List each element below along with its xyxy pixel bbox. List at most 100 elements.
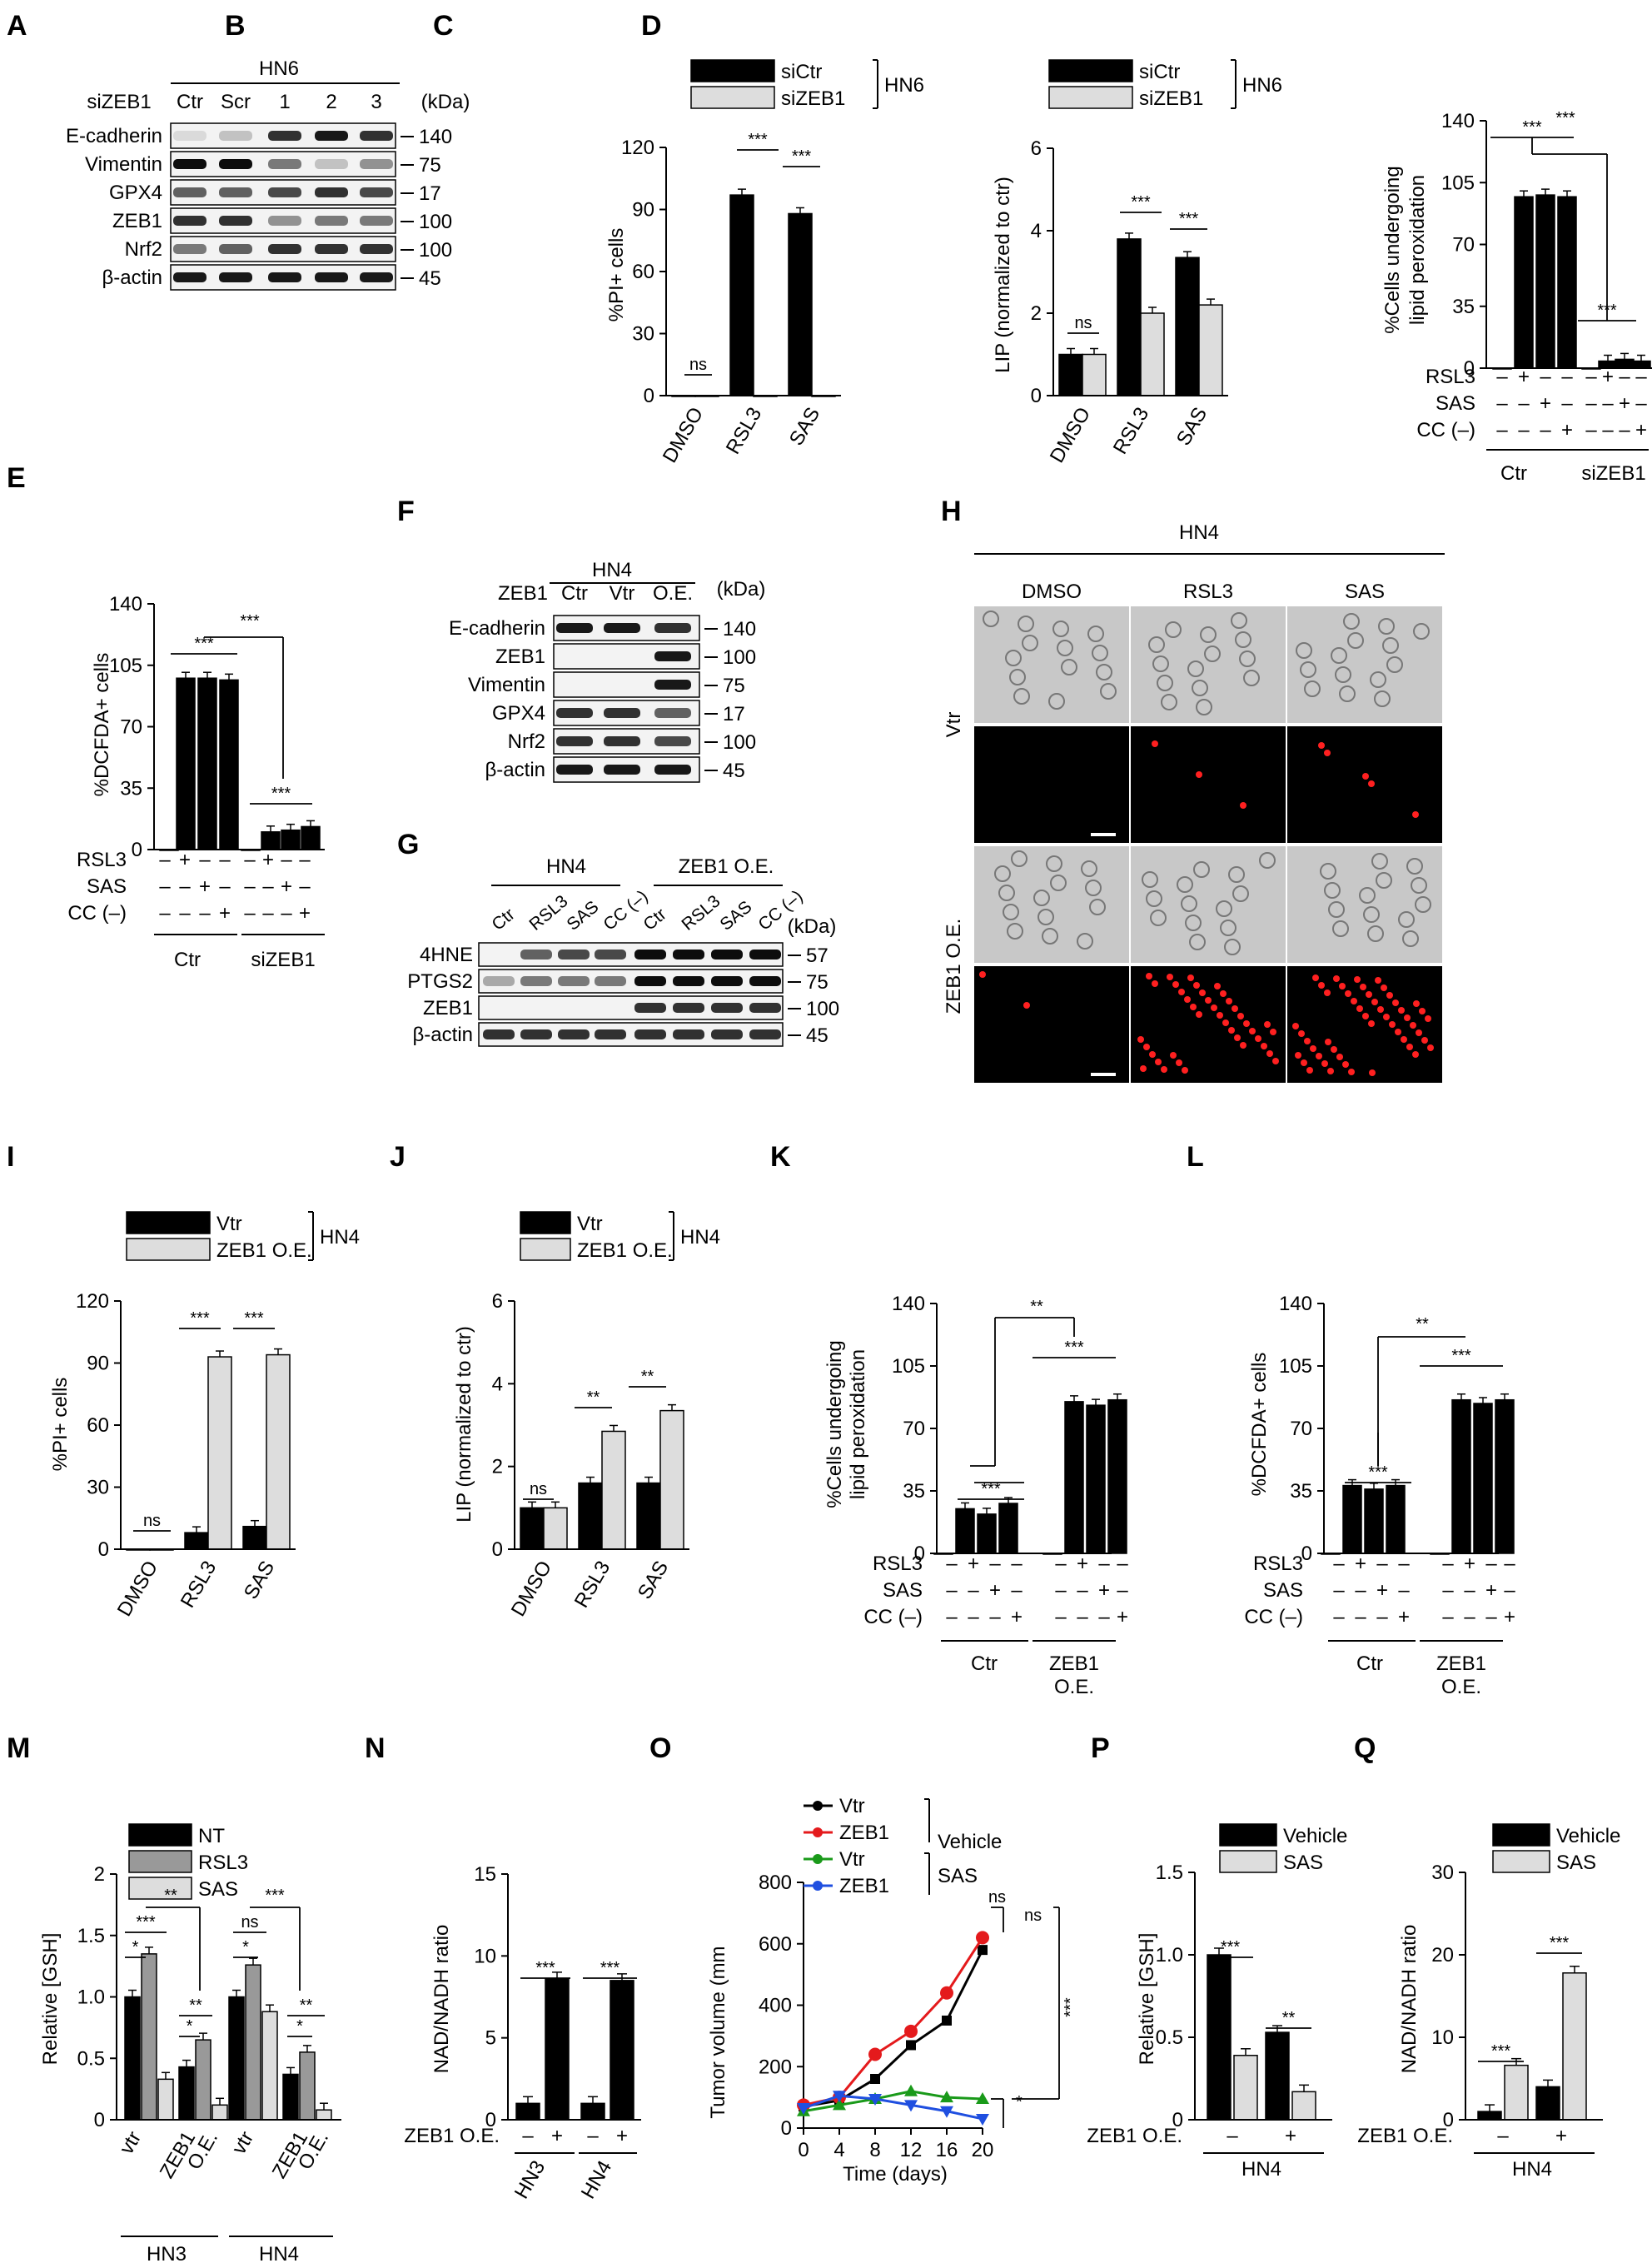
micro-cell: [1085, 880, 1102, 896]
micro-red-spot: [1412, 811, 1419, 818]
y-axis-label: LIP (normalized to ctr): [453, 1326, 475, 1523]
micro-cell: [1181, 895, 1197, 912]
condition-sign: +: [1619, 392, 1630, 415]
blot-protein: ZEB1: [495, 646, 545, 668]
significance-label: *: [1016, 2093, 1023, 2111]
condition-label: CC (–): [67, 902, 127, 925]
legend-swatch: [690, 59, 775, 82]
micro-cell: [1359, 887, 1376, 904]
condition-sign: –: [1398, 1553, 1410, 1575]
condition-sign: –: [262, 875, 274, 898]
significance-label: **: [189, 1996, 202, 2015]
xrow-label: ZEB1 O.E.: [1087, 2125, 1182, 2147]
legend-label: SAS: [1283, 1852, 1323, 1874]
condition-sign: +: [1540, 392, 1551, 415]
group-label: ZEB1: [1436, 1652, 1486, 1675]
micro-cell: [1335, 666, 1351, 683]
condition-sign: –: [1117, 1579, 1128, 1602]
group-label: HN4: [1241, 2158, 1281, 2181]
micro-cell: [1415, 896, 1431, 913]
micro-cell: [1382, 637, 1399, 654]
micro-red-spot: [1295, 1052, 1301, 1059]
lane-label: Scr: [221, 91, 251, 113]
blot-band: [604, 736, 640, 746]
legend-swatch: [1219, 1850, 1277, 1873]
legend-swatch: [128, 1850, 192, 1873]
chart-bar: [1535, 2086, 1560, 2121]
micro-red-spot: [1149, 1051, 1156, 1058]
micro-red-spot: [1220, 990, 1227, 997]
blot-band: [315, 131, 348, 141]
micro-red-spot: [1146, 973, 1152, 979]
blot-band: [556, 708, 593, 718]
condition-sign: +: [1635, 419, 1647, 441]
blot-band: [749, 1003, 781, 1013]
condition-sign: +: [1518, 366, 1530, 388]
condition-sign: –: [1077, 1579, 1088, 1602]
blot-protein: β-actin: [102, 267, 163, 289]
significance-label: *: [296, 2017, 303, 2036]
blot-band: [360, 272, 393, 282]
micro-red-spot: [1306, 1067, 1313, 1074]
micro-red-spot: [1327, 1068, 1334, 1074]
blot-band: [556, 736, 593, 746]
micro-column: DMSO: [1022, 581, 1082, 603]
micro-cell: [1398, 911, 1415, 928]
chart-bar: [184, 1532, 209, 1550]
condition-sign: +: [989, 1579, 1001, 1602]
chart-bar: [520, 1507, 545, 1550]
micro-red-spot: [1318, 982, 1325, 989]
significance-label: ***: [1179, 210, 1199, 228]
significance-label: ns: [143, 1512, 161, 1530]
blot-band: [749, 1029, 781, 1039]
condition-sign: –: [1485, 1553, 1497, 1575]
lane-label: Ctr: [488, 905, 518, 935]
significance-label: ns: [1024, 1907, 1042, 1925]
condition-label: CC (–): [1416, 419, 1475, 441]
legend-label: Vtr: [839, 1848, 865, 1871]
condition-sign: –: [968, 1579, 979, 1602]
significance-label: ***: [1131, 193, 1151, 212]
blot-band: [634, 1029, 666, 1039]
condition-sign: –: [1333, 1606, 1345, 1628]
kda-value: 45: [806, 1024, 828, 1047]
chart-bar: [228, 1996, 245, 2121]
micro-red-spot: [1310, 1045, 1316, 1052]
condition-sign: +: [1117, 1606, 1128, 1628]
y-tick-label: 0: [914, 1543, 925, 1565]
condition-sign: –: [159, 849, 171, 871]
blot-band: [483, 1029, 515, 1039]
micro-image: [974, 846, 1129, 963]
condition-sign: –: [1602, 419, 1614, 441]
condition-sign: –: [1355, 1606, 1366, 1628]
micro-red-spot: [1324, 989, 1331, 996]
condition-sign: +: [968, 1553, 979, 1575]
significance-label: ***: [1522, 118, 1542, 137]
micro-red-spot: [1261, 1043, 1267, 1049]
legend-swatch: [690, 86, 775, 109]
blot-band: [268, 159, 301, 169]
significance-label: **: [1282, 2009, 1296, 2027]
micro-cell: [1042, 928, 1058, 945]
chart-bar: [141, 1953, 157, 2121]
series-line: [803, 1949, 984, 2108]
condition-sign: +: [551, 2125, 563, 2147]
condition-sign: –: [1376, 1553, 1388, 1575]
micro-red-spot: [1178, 989, 1185, 995]
chart-bar: [545, 1978, 570, 2121]
blot-row-label: ZEB1: [498, 582, 548, 605]
blot-band: [654, 623, 691, 633]
micro-cell: [1087, 626, 1104, 642]
y-axis-label: lipid peroxidation: [1406, 175, 1429, 325]
blot-band: [595, 1003, 626, 1013]
micro-red-spot: [1301, 1059, 1307, 1066]
x-tick-label: RSL3: [570, 1558, 615, 1613]
blot-protein: Vimentin: [85, 153, 162, 176]
condition-label: RSL3: [1253, 1553, 1303, 1575]
chart-bar: [178, 2066, 195, 2121]
significance-label: ns: [689, 356, 707, 374]
micro-cell: [1235, 631, 1251, 648]
chart-bar: [261, 2011, 278, 2121]
condition-sign: +: [219, 902, 231, 925]
